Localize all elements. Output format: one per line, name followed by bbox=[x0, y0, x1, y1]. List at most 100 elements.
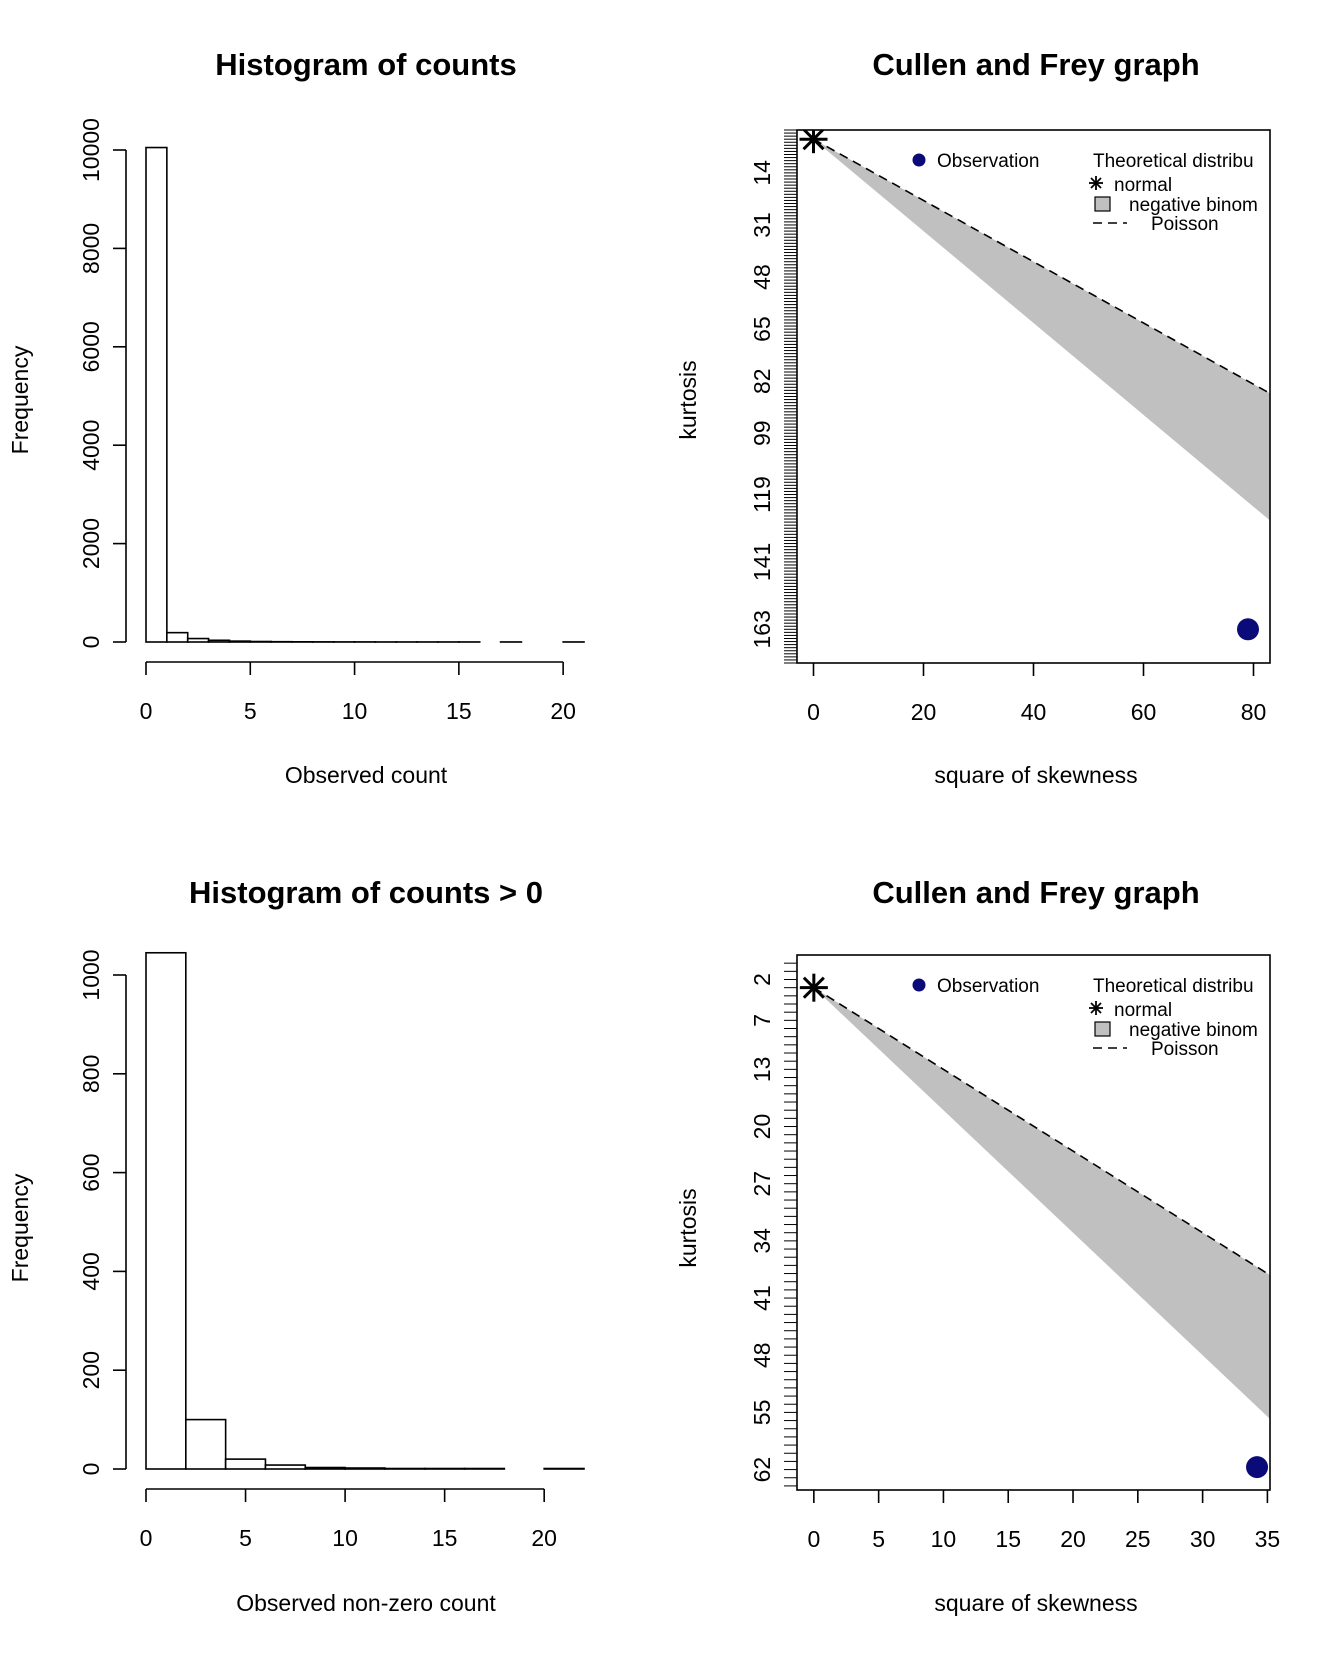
y-tick-label: 4000 bbox=[78, 420, 104, 471]
panel-cullen-frey-bottom: Cullen and Frey graph square of skewness… bbox=[675, 875, 1280, 1616]
legend-negbinom-label: negative binom bbox=[1129, 195, 1258, 216]
y-tick-label: 27 bbox=[749, 1171, 775, 1197]
legend-observation-label: Observation bbox=[937, 151, 1039, 172]
negative-binomial-band bbox=[813, 987, 1270, 1419]
normal-star-marker bbox=[802, 130, 825, 151]
x-tick-label: 20 bbox=[1060, 1526, 1086, 1552]
histogram-bar bbox=[207, 639, 231, 643]
y-axis-label: Frequency bbox=[7, 345, 33, 454]
legend-poisson-label: Poisson bbox=[1151, 214, 1219, 235]
poisson-line bbox=[813, 138, 1270, 395]
x-axis-label: square of skewness bbox=[934, 1590, 1137, 1616]
x-tick-label: 10 bbox=[342, 698, 368, 724]
y-tick-label: 0 bbox=[78, 636, 104, 649]
y-axis-label: Frequency bbox=[7, 1173, 33, 1282]
histogram-bar bbox=[224, 1458, 267, 1470]
x-tick-label: 5 bbox=[239, 1525, 252, 1551]
legend-poisson-label: Poisson bbox=[1151, 1039, 1219, 1060]
x-tick-label: 15 bbox=[432, 1525, 458, 1551]
y-tick-label: 6000 bbox=[78, 321, 104, 372]
x-tick-label: 10 bbox=[931, 1526, 957, 1552]
y-tick-label: 82 bbox=[749, 368, 775, 394]
histogram-bar bbox=[228, 640, 252, 643]
histogram-bar bbox=[166, 631, 189, 643]
x-tick-label: 10 bbox=[332, 1525, 358, 1551]
histogram-bar bbox=[145, 146, 168, 643]
histogram-bar bbox=[185, 1418, 227, 1470]
chart-title: Histogram of counts > 0 bbox=[189, 875, 543, 910]
x-tick-label: 30 bbox=[1190, 1526, 1216, 1552]
y-tick-label: 7 bbox=[749, 1014, 775, 1027]
x-tick-label: 80 bbox=[1241, 699, 1267, 725]
histogram-bar bbox=[344, 1467, 386, 1470]
x-tick-label: 15 bbox=[995, 1526, 1021, 1552]
panel-histogram-nonzero: Histogram of counts > 0 Observed non-zer… bbox=[7, 875, 585, 1616]
x-axis-label: square of skewness bbox=[934, 762, 1137, 788]
legend-negbinom-swatch bbox=[1094, 1021, 1111, 1037]
y-tick-label: 1000 bbox=[78, 949, 104, 1000]
legend-normal-label: normal bbox=[1114, 175, 1172, 196]
x-tick-label: 35 bbox=[1255, 1526, 1281, 1552]
legend: Observation Theoretical distribu normalneg… bbox=[912, 976, 1258, 1060]
chart-title: Cullen and Frey graph bbox=[872, 875, 1199, 910]
legend-observation-marker bbox=[912, 978, 926, 992]
y-tick-label: 800 bbox=[78, 1055, 104, 1093]
y-tick-label: 0 bbox=[78, 1463, 104, 1476]
y-tick-label: 55 bbox=[749, 1400, 775, 1426]
y-tick-label: 14 bbox=[749, 160, 775, 186]
legend-observation-marker bbox=[912, 153, 926, 167]
x-tick-label: 0 bbox=[807, 1526, 820, 1552]
chart-title: Histogram of counts bbox=[215, 47, 516, 82]
x-tick-label: 0 bbox=[807, 699, 820, 725]
x-tick-label: 25 bbox=[1125, 1526, 1151, 1552]
legend-theoretical-title: Theoretical distribu bbox=[1093, 976, 1254, 997]
histogram-bar bbox=[145, 951, 187, 1470]
histogram-bar bbox=[264, 1464, 307, 1470]
legend-negbinom-label: negative binom bbox=[1129, 1020, 1258, 1041]
x-tick-label: 5 bbox=[244, 698, 257, 724]
histogram-bar bbox=[186, 637, 210, 643]
y-tick-label: 400 bbox=[78, 1252, 104, 1290]
y-tick-label: 600 bbox=[78, 1153, 104, 1191]
panel-histogram-counts: Histogram of counts Observed count Frequ… bbox=[7, 47, 585, 788]
legend-theoretical-title: Theoretical distribu bbox=[1093, 151, 1254, 172]
y-tick-label: 65 bbox=[749, 316, 775, 342]
y-tick-label: 119 bbox=[749, 476, 775, 513]
plot-frame bbox=[796, 954, 1271, 1491]
y-tick-label: 10000 bbox=[78, 118, 104, 182]
legend-normal-marker bbox=[1090, 1002, 1102, 1014]
y-tick-label: 141 bbox=[749, 543, 775, 581]
legend-normal-label: normal bbox=[1114, 1000, 1172, 1021]
x-tick-label: 20 bbox=[911, 699, 937, 725]
panel-cullen-frey-top: Cullen and Frey graph square of skewness… bbox=[675, 47, 1271, 788]
negative-binomial-band bbox=[813, 139, 1270, 521]
x-tick-label: 15 bbox=[446, 698, 472, 724]
plot-area: Observation Theoretical distribu normalneg… bbox=[799, 130, 1270, 641]
y-tick-label: 48 bbox=[749, 1342, 775, 1368]
legend-normal-marker bbox=[1090, 177, 1102, 189]
x-tick-label: 0 bbox=[140, 698, 153, 724]
observation-point bbox=[1246, 1456, 1269, 1479]
y-tick-label: 62 bbox=[749, 1457, 775, 1483]
y-tick-label: 48 bbox=[749, 264, 775, 290]
chart-title: Cullen and Frey graph bbox=[872, 47, 1199, 82]
y-tick-label: 31 bbox=[749, 212, 775, 238]
x-axis-label: Observed non-zero count bbox=[236, 1590, 496, 1616]
y-tick-label: 2000 bbox=[78, 518, 104, 569]
x-tick-label: 5 bbox=[872, 1526, 885, 1552]
y-tick-label: 99 bbox=[749, 420, 775, 446]
y-tick-label: 2 bbox=[749, 973, 775, 986]
y-tick-label: 34 bbox=[749, 1228, 775, 1254]
plot-area: Observation Theoretical distribu normalneg… bbox=[799, 973, 1270, 1479]
y-tick-label: 41 bbox=[749, 1285, 775, 1311]
y-tick-label: 8000 bbox=[78, 223, 104, 274]
x-tick-label: 40 bbox=[1021, 699, 1047, 725]
normal-star-marker bbox=[802, 976, 825, 999]
observation-point bbox=[1237, 618, 1259, 641]
y-tick-label: 163 bbox=[749, 610, 775, 648]
y-tick-label: 13 bbox=[749, 1057, 775, 1083]
x-axis-label: Observed count bbox=[285, 762, 448, 788]
x-tick-label: 0 bbox=[140, 1525, 153, 1551]
legend-observation-label: Observation bbox=[937, 976, 1039, 997]
y-axis-label: kurtosis bbox=[675, 360, 701, 439]
